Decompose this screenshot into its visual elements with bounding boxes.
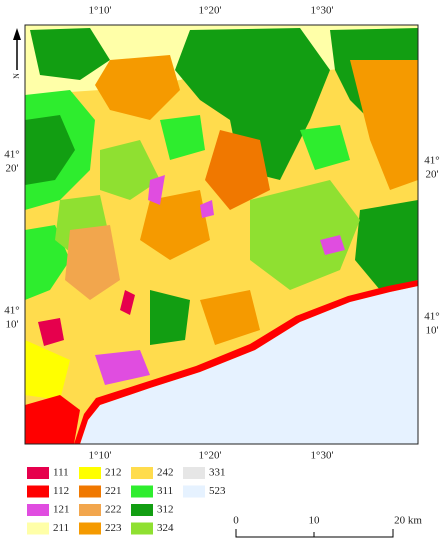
north-arrow-head	[13, 28, 21, 40]
legend-swatch	[79, 504, 101, 516]
legend-label: 221	[105, 485, 122, 497]
land-cover-patch	[205, 130, 270, 210]
top-coordinate-label: 1°20'	[199, 5, 222, 17]
top-coordinate-label: 1°10'	[89, 5, 112, 17]
legend-swatch	[131, 504, 153, 516]
north-label: N	[12, 73, 21, 79]
right-degree-label: 41°	[424, 155, 439, 167]
bottom-coordinate-label: 1°30'	[311, 450, 334, 462]
land-cover-patch	[150, 290, 190, 345]
land-cover-patch	[95, 350, 150, 385]
legend-swatch	[131, 467, 153, 479]
right-minute-label: 20'	[426, 169, 439, 181]
map	[24, 24, 419, 445]
sea	[80, 286, 418, 444]
land-cover-patch	[100, 140, 160, 200]
land-cover-patch	[175, 28, 330, 180]
land-cover-patch	[140, 190, 210, 260]
land-cover-patch	[148, 175, 165, 205]
legend-swatch	[131, 485, 153, 498]
land-cover-patch	[200, 290, 260, 345]
legend-label: 222	[105, 504, 122, 516]
land-cover-patch	[25, 340, 70, 400]
left-degree-label: 41°	[4, 305, 19, 317]
scale-bar	[235, 529, 394, 538]
bottom-coordinate-label: 1°10'	[89, 450, 112, 462]
legend-label: 242	[157, 467, 174, 479]
scale-bar-label: 10	[309, 515, 321, 527]
legend-label: 523	[209, 485, 226, 497]
legend-swatch	[183, 467, 205, 479]
left-degree-label: 41°	[4, 149, 19, 161]
land-cover-patch	[25, 395, 80, 444]
land-cover-patch	[160, 115, 205, 160]
land-cover-patch	[320, 235, 345, 255]
scale-bar-line	[235, 529, 394, 538]
land-cover-patch	[95, 55, 180, 120]
legend-label: 212	[105, 467, 122, 479]
land-cover-patch	[30, 28, 110, 80]
legend-swatch	[79, 522, 101, 535]
legend-swatch	[131, 522, 153, 535]
left-minute-label: 20'	[6, 163, 19, 175]
land-cover-patch	[200, 200, 214, 218]
land-cover-patch	[300, 125, 350, 170]
legend-label: 331	[209, 467, 226, 479]
land-cover-patch	[250, 180, 360, 290]
legend-label: 112	[53, 485, 69, 497]
left-minute-label: 10'	[6, 319, 19, 331]
bottom-coordinate-label: 1°20'	[199, 450, 222, 462]
legend-swatch	[79, 485, 101, 498]
land-cover-patch	[65, 225, 120, 300]
legend-label: 312	[157, 504, 174, 516]
top-coordinate-label: 1°30'	[311, 5, 334, 17]
legend-swatch	[27, 504, 49, 516]
legend-swatch	[27, 485, 49, 498]
legend-swatch	[183, 485, 205, 498]
legend-swatch	[27, 522, 49, 535]
map-frame	[24, 24, 419, 445]
legend-label: 121	[53, 504, 70, 516]
legend-label: 111	[53, 467, 69, 479]
legend-label: 311	[157, 485, 173, 497]
scale-bar-label: 0	[233, 515, 239, 527]
right-minute-label: 10'	[426, 325, 439, 337]
land-cover-patch	[350, 60, 418, 190]
legend-swatch	[79, 467, 101, 479]
legend-label: 223	[105, 522, 122, 534]
land-cover-patch	[355, 200, 418, 290]
north-arrow: N	[12, 28, 21, 79]
legend-label: 211	[53, 522, 69, 534]
land-cover-patch	[38, 318, 64, 346]
scale-bar-label: 20 km	[394, 515, 422, 527]
legend-label: 324	[157, 522, 174, 534]
right-degree-label: 41°	[424, 311, 439, 323]
land-cover-patch	[25, 115, 75, 185]
land-cover-patch	[120, 290, 135, 315]
land-cover-patch	[25, 225, 70, 300]
legend-swatch	[27, 467, 49, 479]
